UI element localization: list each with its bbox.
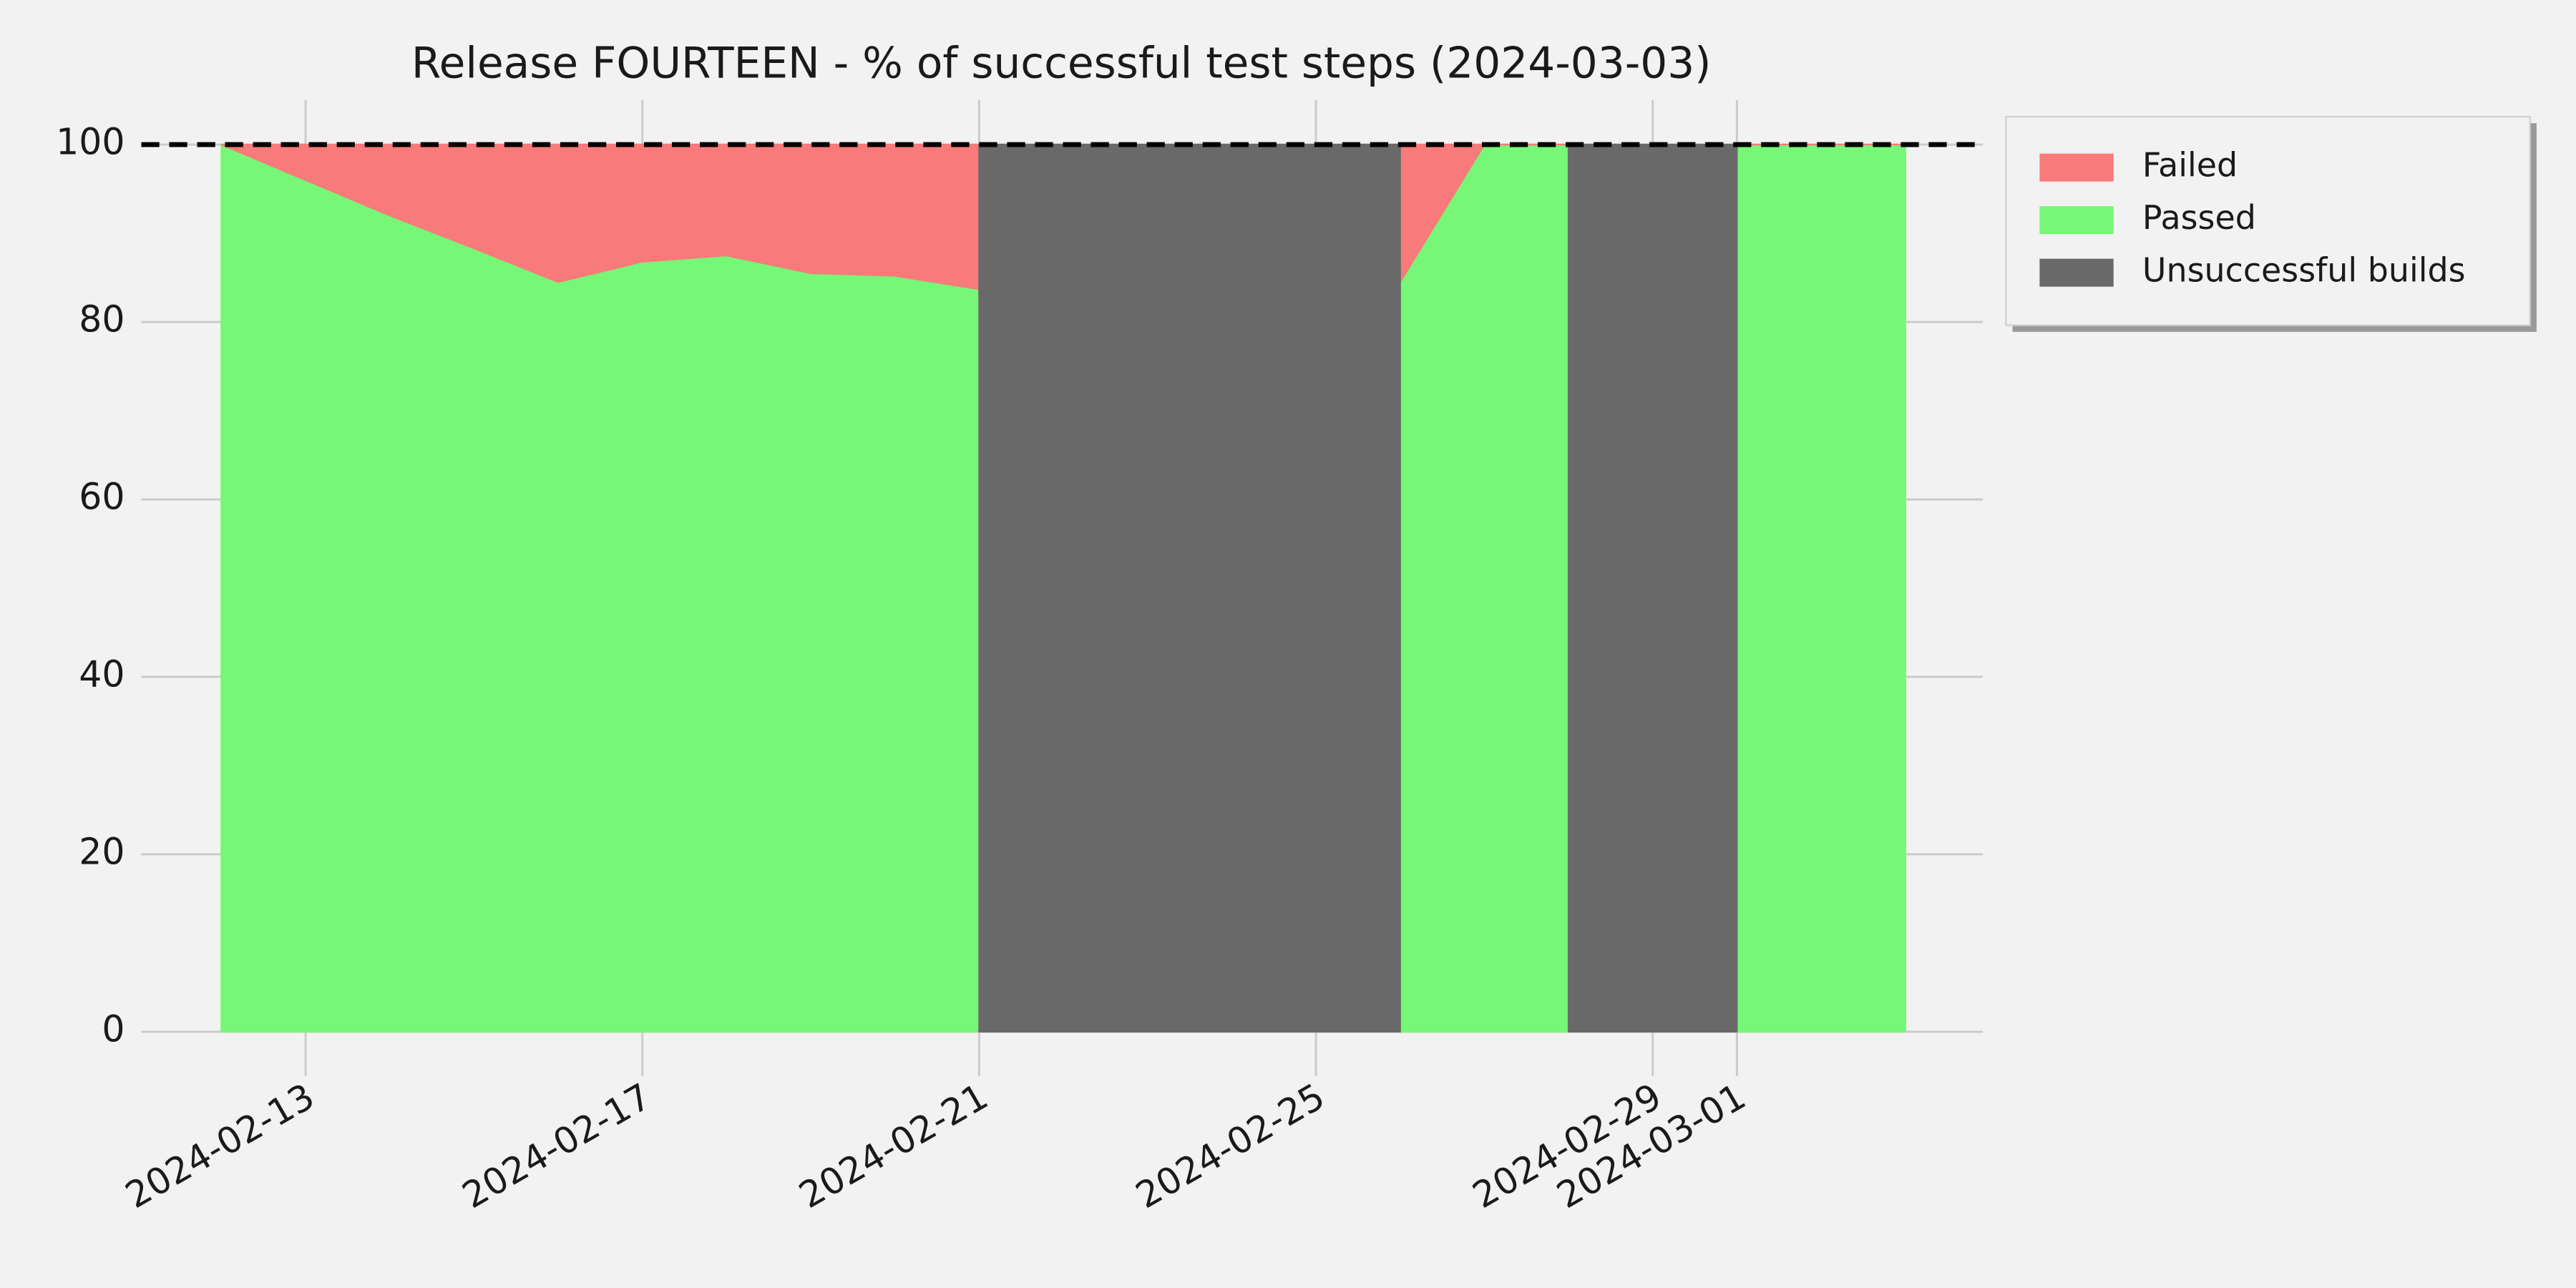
legend-label: Unsuccessful builds	[2142, 251, 2466, 290]
legend-swatch	[2039, 206, 2114, 235]
area	[978, 143, 1738, 1033]
legend-label: Passed	[2142, 198, 2256, 237]
y-tick-label: 20	[79, 830, 125, 872]
y-tick-label: 0	[102, 1008, 125, 1050]
legend	[2005, 115, 2531, 326]
y-tick-label: 40	[79, 653, 125, 695]
y-tick-label: 100	[56, 121, 125, 163]
legend-label: Failed	[2142, 146, 2238, 185]
legend-swatch	[2039, 258, 2114, 287]
y-tick-label: 80	[79, 298, 125, 341]
chart-title: Release FOURTEEN - % of successful test …	[411, 39, 1712, 88]
legend-swatch	[2039, 153, 2114, 182]
y-tick-label: 60	[79, 475, 125, 517]
